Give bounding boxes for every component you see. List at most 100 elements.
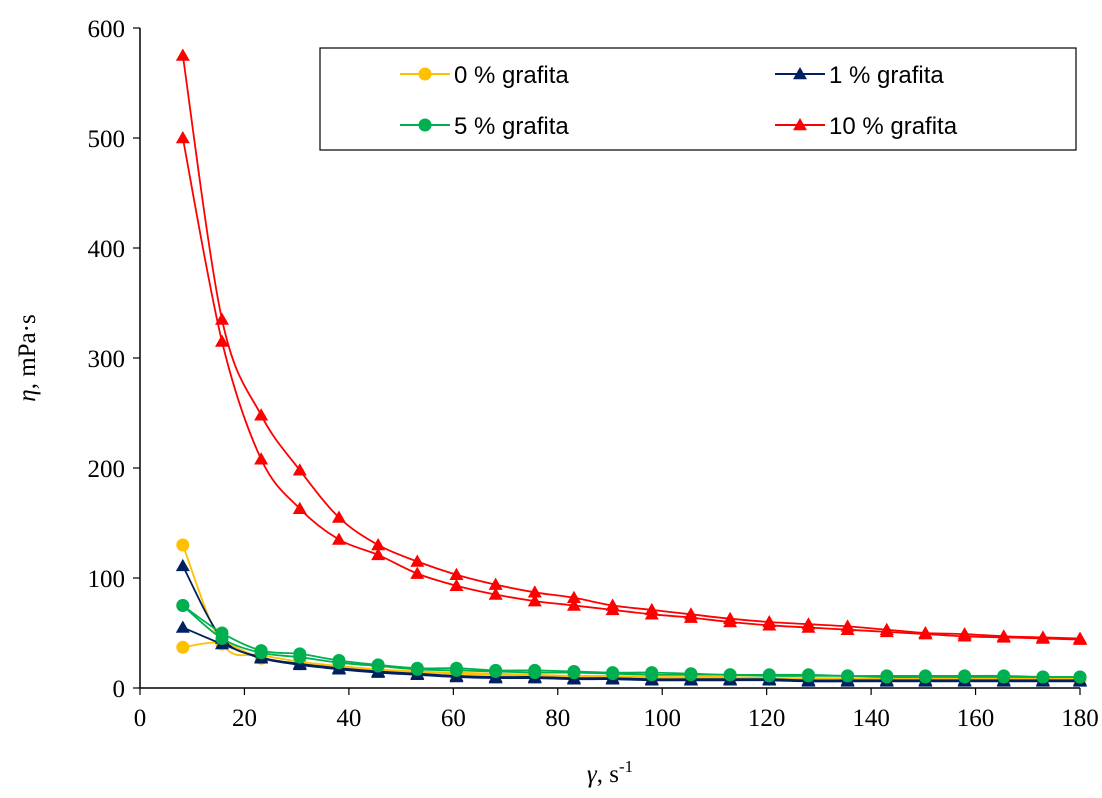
data-point — [175, 620, 190, 633]
plot-area: 0 20 40 60 80 100 120 140 160 180 0 100 200 300 400 50… — [88, 16, 1099, 732]
data-point — [840, 619, 855, 632]
y-tick-label: 0 — [113, 676, 126, 703]
legend-item: 10 % grafita — [775, 113, 958, 140]
data-point — [410, 554, 425, 567]
y-axis-unit: , mPa·s — [14, 314, 41, 389]
data-point — [762, 615, 777, 628]
data-point — [801, 669, 815, 683]
x-tick-label: 80 — [545, 705, 570, 732]
y-tick-label: 400 — [88, 236, 126, 263]
data-point — [644, 602, 659, 616]
y-ticks: 0 100 200 300 400 500 600 — [88, 16, 140, 703]
data-point — [957, 627, 972, 640]
x-tick-label: 180 — [1061, 705, 1099, 732]
data-point — [449, 578, 464, 591]
data-point — [254, 646, 268, 660]
series-10-grafita — [175, 48, 1087, 645]
legend-items: 0 % grafita 1 % grafita 5 % grafita 10 % gr… — [400, 62, 958, 140]
data-point — [215, 632, 229, 645]
legend-item: 5 % grafita — [400, 113, 569, 140]
data-point — [332, 656, 346, 670]
legend-box — [319, 47, 1077, 151]
y-tick-label: 500 — [88, 126, 126, 153]
y-tick-label: 100 — [88, 566, 126, 593]
data-point — [1073, 670, 1087, 684]
data-point — [214, 312, 229, 325]
data-point — [176, 599, 190, 612]
data-point — [1073, 631, 1087, 644]
data-point — [527, 585, 542, 598]
data-point — [958, 670, 972, 684]
data-point — [489, 665, 503, 678]
data-point — [371, 547, 386, 561]
legend-label: 1 % grafita — [829, 62, 944, 89]
y-tick-label: 200 — [88, 456, 126, 483]
data-point — [606, 667, 620, 681]
y-tick-label: 600 — [88, 16, 126, 43]
x-axis-symbol: γ — [587, 761, 598, 788]
y-axis-symbol: η — [14, 389, 41, 401]
data-point — [371, 659, 385, 673]
data-point — [567, 666, 581, 680]
legend-marker — [418, 67, 432, 81]
data-point — [176, 538, 190, 552]
data-point — [684, 668, 698, 682]
x-tick-label: 100 — [643, 705, 681, 732]
data-point — [292, 463, 307, 476]
series-5-grafita — [176, 599, 1087, 684]
legend-label: 5 % grafita — [454, 113, 569, 140]
x-axis-unit: , s — [597, 761, 619, 788]
data-point — [566, 590, 581, 604]
data-point — [254, 452, 269, 465]
data-point — [488, 587, 503, 600]
x-axis-title: γ, s-1 — [587, 757, 633, 788]
legend-item: 0 % grafita — [400, 62, 569, 89]
x-tick-label: 160 — [957, 705, 995, 732]
data-point — [175, 48, 190, 61]
data-point — [762, 669, 776, 683]
data-point — [331, 532, 346, 545]
data-point — [410, 566, 425, 579]
x-ticks: 0 20 40 60 80 100 120 140 160 180 — [134, 688, 1099, 732]
data-point — [683, 607, 698, 620]
data-point — [292, 501, 307, 514]
data-point — [723, 611, 738, 624]
legend-item: 1 % grafita — [775, 62, 944, 89]
series-1-grafita — [175, 558, 1087, 687]
data-point — [880, 670, 894, 684]
data-point — [801, 617, 816, 630]
data-point — [996, 629, 1011, 642]
data-point — [1036, 670, 1050, 684]
data-point — [371, 538, 386, 551]
series-line-up — [181, 137, 1081, 641]
x-tick-label: 60 — [441, 705, 466, 732]
data-point — [645, 668, 659, 682]
data-point — [527, 594, 542, 607]
data-point — [254, 408, 269, 421]
y-tick-label: 300 — [88, 346, 126, 373]
data-point — [488, 577, 503, 590]
data-point — [176, 640, 190, 654]
x-tick-label: 40 — [336, 705, 361, 732]
legend-label: 10 % grafita — [829, 113, 958, 140]
data-point — [175, 558, 190, 572]
data-point — [918, 626, 933, 639]
data-point — [605, 598, 620, 611]
legend: 0 % grafita 1 % grafita 5 % grafita 10 % gr… — [319, 47, 1077, 151]
x-tick-label: 20 — [232, 705, 257, 732]
data-point — [293, 650, 307, 664]
legend-marker — [793, 67, 807, 80]
data-point — [331, 510, 346, 523]
data-point — [528, 666, 542, 680]
data-point — [410, 662, 424, 676]
x-tick-label: 140 — [852, 705, 890, 732]
data-point — [1035, 630, 1050, 643]
y-axis-title: η, mPa·s — [14, 314, 41, 401]
data-point — [214, 334, 229, 347]
x-axis-exponent: -1 — [619, 757, 633, 776]
data-point — [449, 663, 463, 677]
legend-marker — [418, 118, 432, 132]
legend-marker — [793, 118, 807, 131]
data-point — [566, 598, 581, 611]
